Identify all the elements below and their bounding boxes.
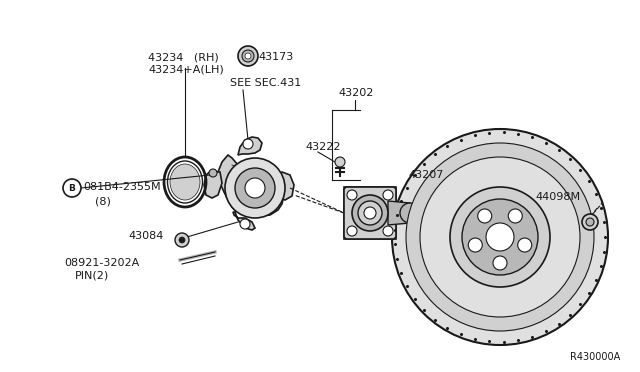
- Polygon shape: [218, 155, 284, 216]
- Circle shape: [586, 218, 594, 226]
- Circle shape: [225, 158, 285, 218]
- Circle shape: [392, 129, 608, 345]
- Text: 43234   (RH): 43234 (RH): [148, 52, 219, 62]
- Polygon shape: [233, 212, 255, 230]
- Circle shape: [347, 190, 357, 200]
- Circle shape: [240, 219, 250, 229]
- Text: SEE SEC.431: SEE SEC.431: [230, 78, 301, 88]
- Text: 43234+A(LH): 43234+A(LH): [148, 64, 224, 74]
- Text: 43084: 43084: [128, 231, 163, 241]
- Circle shape: [582, 214, 598, 230]
- Circle shape: [175, 233, 189, 247]
- Circle shape: [477, 209, 492, 223]
- Circle shape: [209, 169, 217, 177]
- Text: R430000A: R430000A: [570, 352, 620, 362]
- FancyBboxPatch shape: [344, 187, 396, 239]
- Polygon shape: [388, 201, 410, 225]
- Circle shape: [383, 190, 393, 200]
- Text: 08921-3202A: 08921-3202A: [64, 258, 140, 268]
- Circle shape: [179, 237, 185, 243]
- Circle shape: [468, 238, 483, 252]
- Circle shape: [450, 187, 550, 287]
- Circle shape: [238, 46, 258, 66]
- Circle shape: [245, 178, 265, 198]
- Circle shape: [63, 179, 81, 197]
- Circle shape: [364, 207, 376, 219]
- Circle shape: [358, 201, 382, 225]
- Circle shape: [518, 238, 532, 252]
- Polygon shape: [278, 172, 294, 200]
- Text: 081B4-2355M: 081B4-2355M: [83, 182, 161, 192]
- Circle shape: [493, 256, 507, 270]
- Ellipse shape: [170, 164, 200, 200]
- Text: 43173: 43173: [258, 52, 293, 62]
- Circle shape: [400, 203, 420, 223]
- Text: 43207: 43207: [408, 170, 444, 180]
- Text: B: B: [68, 183, 76, 192]
- Circle shape: [508, 209, 522, 223]
- Text: (8): (8): [95, 196, 111, 206]
- Text: 44098M: 44098M: [535, 192, 580, 202]
- Circle shape: [406, 143, 594, 331]
- Circle shape: [462, 199, 538, 275]
- Circle shape: [242, 50, 254, 62]
- Polygon shape: [238, 137, 262, 155]
- Circle shape: [245, 53, 251, 59]
- Circle shape: [486, 223, 514, 251]
- Text: 43222: 43222: [305, 142, 340, 152]
- Polygon shape: [344, 187, 396, 239]
- Polygon shape: [204, 170, 222, 198]
- Circle shape: [347, 226, 357, 236]
- Circle shape: [335, 157, 345, 167]
- Circle shape: [420, 157, 580, 317]
- Text: PIN(2): PIN(2): [75, 270, 109, 280]
- Text: 43202: 43202: [338, 88, 373, 98]
- Circle shape: [352, 195, 388, 231]
- Circle shape: [243, 139, 253, 149]
- Circle shape: [235, 168, 275, 208]
- Circle shape: [383, 226, 393, 236]
